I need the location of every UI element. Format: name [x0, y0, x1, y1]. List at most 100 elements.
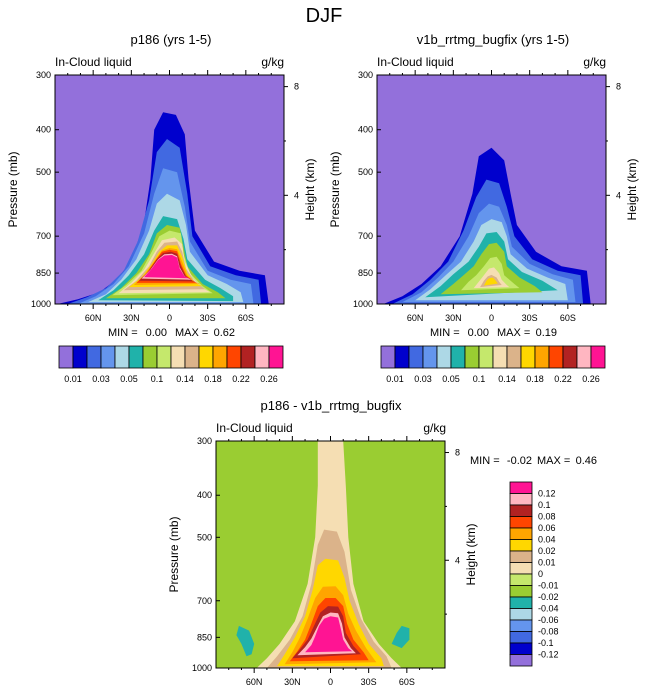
x-tick-label: 60S	[238, 313, 254, 323]
contour-field	[377, 75, 606, 304]
colorbar-label: 0.01	[64, 374, 82, 384]
panel-test: v1b_rrtmg_bugfix (yrs 1-5) In-Cloud liqu…	[328, 32, 639, 384]
y-tick-label: 300	[197, 436, 212, 446]
colorbar-swatch	[509, 619, 533, 632]
colorbar-swatch	[509, 527, 533, 540]
colorbar-label: 0.03	[92, 374, 110, 384]
colorbar-label: 0.22	[232, 374, 250, 384]
x-tick-label: 30N	[284, 677, 301, 687]
colorbar-swatch	[422, 345, 438, 369]
y2-tick-label: 8	[616, 82, 621, 92]
y2-axis-title: Height (km)	[303, 158, 317, 220]
x-tick-label: 0	[167, 313, 172, 323]
y-tick-label: 700	[197, 596, 212, 606]
x-tick-label: 30S	[200, 313, 216, 323]
min-label: MIN =	[108, 327, 138, 339]
figure-title: DJF	[306, 5, 343, 27]
max-value: 0.19	[536, 327, 557, 339]
colorbar-label: -0.06	[538, 615, 559, 625]
colorbar-label: 0.05	[120, 374, 138, 384]
colorbar-swatch	[534, 345, 550, 369]
max-label: MAX =	[537, 455, 570, 467]
colorbar-label: -0.08	[538, 627, 559, 637]
contour-plot: 300 400 500 700 850 1000 8 4 60N 30N 0 30S 60S Pressu…	[6, 70, 317, 323]
y-axis-title: Pressure (mb)	[328, 151, 342, 227]
colorbar-label: 0.12	[538, 489, 556, 499]
panel-control: p186 (yrs 1-5) In-Cloud liquid g/kg 300 4…	[6, 32, 317, 384]
colorbar-label: 0.01	[538, 558, 556, 568]
colorbar-label: 0.05	[442, 374, 460, 384]
colorbar-swatch	[492, 345, 508, 369]
colorbar-swatch	[509, 516, 533, 529]
units-label: g/kg	[261, 55, 284, 69]
max-label: MAX =	[175, 327, 208, 339]
colorbar-label: 0.03	[414, 374, 432, 384]
colorbar-swatch	[268, 345, 284, 369]
colorbar-swatch	[562, 345, 578, 369]
colorbar-label: 0.1	[473, 374, 486, 384]
colorbar-swatch	[254, 345, 270, 369]
y2-tick-label: 4	[616, 190, 621, 200]
colorbar-label: -0.01	[538, 581, 559, 591]
min-value: 0.00	[468, 327, 489, 339]
y-tick-label: 500	[36, 167, 51, 177]
colorbar-swatch	[506, 345, 522, 369]
contour-region	[236, 625, 255, 657]
colorbar-swatch	[128, 345, 144, 369]
colorbar-label: 0.26	[260, 374, 278, 384]
colorbar-swatch	[58, 345, 74, 369]
y-tick-label: 700	[36, 231, 51, 241]
colorbar-label: -0.12	[538, 650, 559, 660]
colorbar-swatch	[226, 345, 242, 369]
colorbar-swatch	[509, 631, 533, 644]
colorbar-swatch	[548, 345, 564, 369]
x-tick-label: 30N	[123, 313, 140, 323]
variable-label: In-Cloud liquid	[377, 55, 454, 69]
colorbar-swatch	[590, 345, 606, 369]
contour-plot: 300 400 500 700 850 1000 8 4 60N 30N 0 30S 60S Pressu…	[328, 70, 639, 323]
y-tick-label: 850	[197, 632, 212, 642]
colorbar-swatch	[436, 345, 452, 369]
colorbar-swatch	[509, 642, 533, 655]
y2-axis-title: Height (km)	[464, 523, 478, 585]
y2-tick-label: 8	[294, 82, 299, 92]
colorbar-swatch	[170, 345, 186, 369]
panel-title: v1b_rrtmg_bugfix (yrs 1-5)	[417, 32, 569, 47]
variable-label: In-Cloud liquid	[55, 55, 132, 69]
y-axis-title: Pressure (mb)	[167, 516, 181, 592]
y-tick-label: 850	[36, 268, 51, 278]
y-tick-label: 500	[197, 532, 212, 542]
colorbar-swatch	[156, 345, 172, 369]
colorbar-label: 0.1	[538, 500, 551, 510]
y-tick-label: 300	[358, 70, 373, 80]
colorbar-label: 0.1	[151, 374, 164, 384]
colorbar-swatch	[509, 573, 533, 586]
colorbar-swatch	[520, 345, 536, 369]
colorbar-label: 0.18	[526, 374, 544, 384]
colorbar: 0.120.1 0.080.06 0.040.02 0.010 -0.01-0.02 -0…	[509, 481, 559, 667]
colorbar-label: 0.22	[554, 374, 572, 384]
contour-region	[391, 625, 410, 649]
y2-axis-title: Height (km)	[625, 158, 639, 220]
colorbar-swatch	[509, 493, 533, 506]
colorbar-swatch	[114, 345, 130, 369]
colorbar-swatch	[394, 345, 410, 369]
colorbar-label: 0.08	[538, 512, 556, 522]
contour-region	[305, 616, 353, 653]
contour-region	[144, 255, 193, 279]
min-label: MIN =	[430, 327, 460, 339]
x-tick-label: 60N	[85, 313, 102, 323]
colorbar-label: 0.14	[498, 374, 516, 384]
colorbar-swatch	[509, 481, 533, 494]
panel-title: p186 - v1b_rrtmg_bugfix	[261, 398, 402, 413]
x-tick-label: 60N	[407, 313, 424, 323]
max-label: MAX =	[497, 327, 530, 339]
colorbar-swatch	[478, 345, 494, 369]
y-tick-label: 700	[358, 231, 373, 241]
y2-tick-label: 8	[455, 448, 460, 458]
units-label: g/kg	[583, 55, 606, 69]
colorbar-label: 0.26	[582, 374, 600, 384]
units-label: g/kg	[423, 421, 446, 435]
colorbar: 0.01 0.03 0.05 0.1 0.14 0.18 0.22 0.26	[58, 345, 284, 384]
